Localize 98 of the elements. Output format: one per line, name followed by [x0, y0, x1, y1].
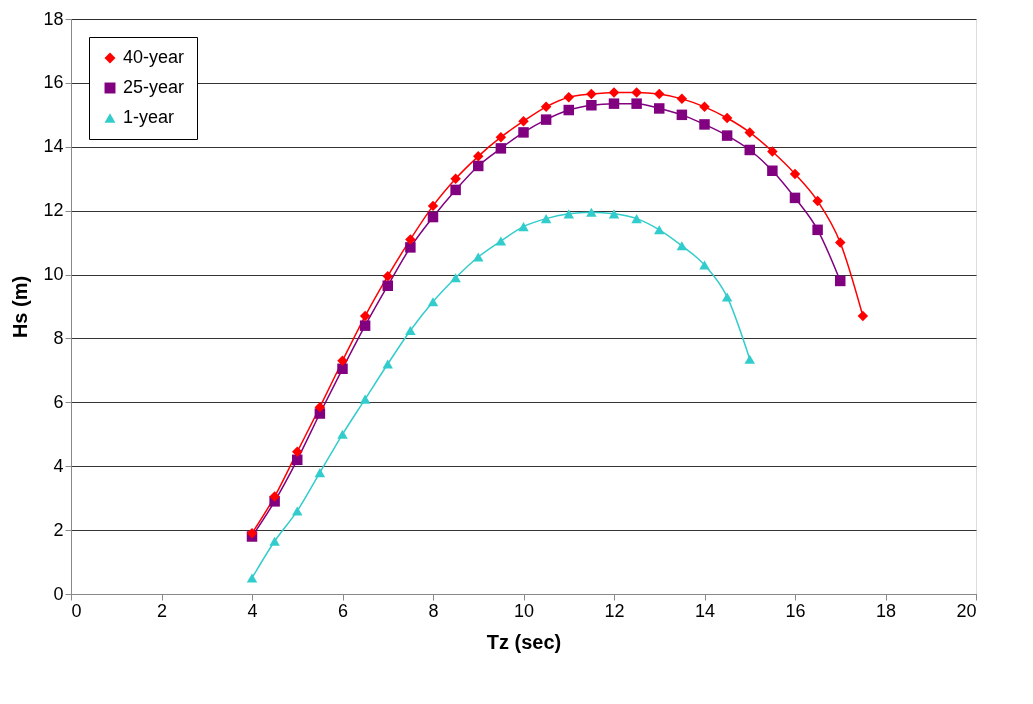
point [473, 252, 484, 262]
x-tick-label: 6 [337, 600, 349, 621]
x-tick-label: 0 [71, 600, 82, 621]
point [246, 573, 258, 583]
point [314, 401, 326, 413]
point [359, 310, 371, 322]
y-axis-title: Hs (m) [9, 275, 32, 339]
point [676, 109, 688, 121]
point [450, 173, 461, 184]
x-axis-title: Tz (sec) [486, 630, 562, 653]
legend-label: 1-year [123, 107, 175, 127]
point [269, 491, 280, 502]
x-tick-label: 2 [156, 600, 168, 621]
point [518, 222, 529, 232]
point [699, 101, 710, 113]
point [789, 192, 801, 204]
point [812, 195, 823, 207]
point [563, 92, 574, 103]
y-tick-label: 18 [43, 8, 64, 29]
point [473, 160, 484, 172]
y-tick-label: 8 [53, 327, 64, 348]
point [586, 207, 597, 217]
point [337, 355, 348, 367]
point [654, 103, 665, 114]
point [427, 211, 439, 223]
point [382, 359, 393, 369]
point [835, 275, 846, 287]
point [518, 127, 529, 138]
point [744, 144, 755, 156]
y-tick-label: 4 [53, 455, 64, 476]
x-tick-label: 12 [604, 600, 625, 621]
point [654, 225, 665, 235]
point [359, 320, 371, 331]
y-tick-label: 14 [43, 136, 64, 157]
point [495, 131, 507, 143]
legend-label: 40-year [123, 47, 185, 67]
point [654, 88, 665, 100]
point [269, 536, 280, 546]
point [699, 119, 710, 130]
point [699, 260, 710, 270]
point [518, 115, 529, 127]
point [427, 200, 439, 212]
point [586, 100, 597, 111]
point [427, 297, 439, 307]
point [495, 236, 507, 246]
point [631, 98, 642, 109]
y-tick-label: 10 [43, 264, 64, 285]
point [744, 354, 755, 364]
x-tick-label: 10 [513, 600, 535, 621]
x-tick-label: 14 [694, 600, 716, 621]
y-tick-label: 12 [43, 200, 64, 221]
x-tick-label: 16 [785, 600, 806, 621]
point [405, 242, 416, 253]
point [382, 280, 393, 291]
x-tick-label: 20 [956, 600, 977, 621]
point [495, 143, 507, 154]
point [563, 104, 574, 116]
point [608, 87, 620, 98]
point [812, 224, 823, 236]
point [721, 130, 733, 141]
y-tick-label: 0 [53, 583, 64, 604]
point [337, 429, 348, 439]
x-tick-label: 18 [875, 600, 897, 621]
point [540, 114, 552, 125]
point [676, 93, 688, 105]
point [314, 468, 326, 478]
y-tick-label: 6 [53, 391, 64, 412]
y-tick-label: 2 [53, 519, 64, 540]
x-tick-label: 8 [428, 600, 439, 621]
point [767, 165, 778, 176]
point [382, 270, 393, 282]
point [337, 363, 348, 375]
point [540, 101, 552, 113]
point [540, 214, 552, 224]
point [359, 394, 371, 404]
point [450, 273, 461, 283]
point [292, 446, 303, 458]
point [631, 87, 642, 98]
point [608, 98, 620, 109]
point [857, 310, 869, 322]
point [789, 168, 801, 180]
legend-label: 25-year [123, 77, 185, 97]
point [473, 151, 484, 162]
point [676, 241, 688, 251]
point [721, 112, 733, 124]
point [744, 127, 755, 138]
y-tick-label: 16 [43, 72, 64, 93]
point [835, 237, 846, 248]
point [721, 292, 733, 302]
x-tick-label: 4 [247, 600, 258, 621]
point [586, 88, 597, 100]
point [767, 146, 778, 157]
point [608, 209, 620, 219]
point [450, 184, 461, 196]
point [405, 325, 416, 335]
point [563, 209, 574, 219]
point [405, 234, 416, 245]
point [631, 214, 642, 224]
